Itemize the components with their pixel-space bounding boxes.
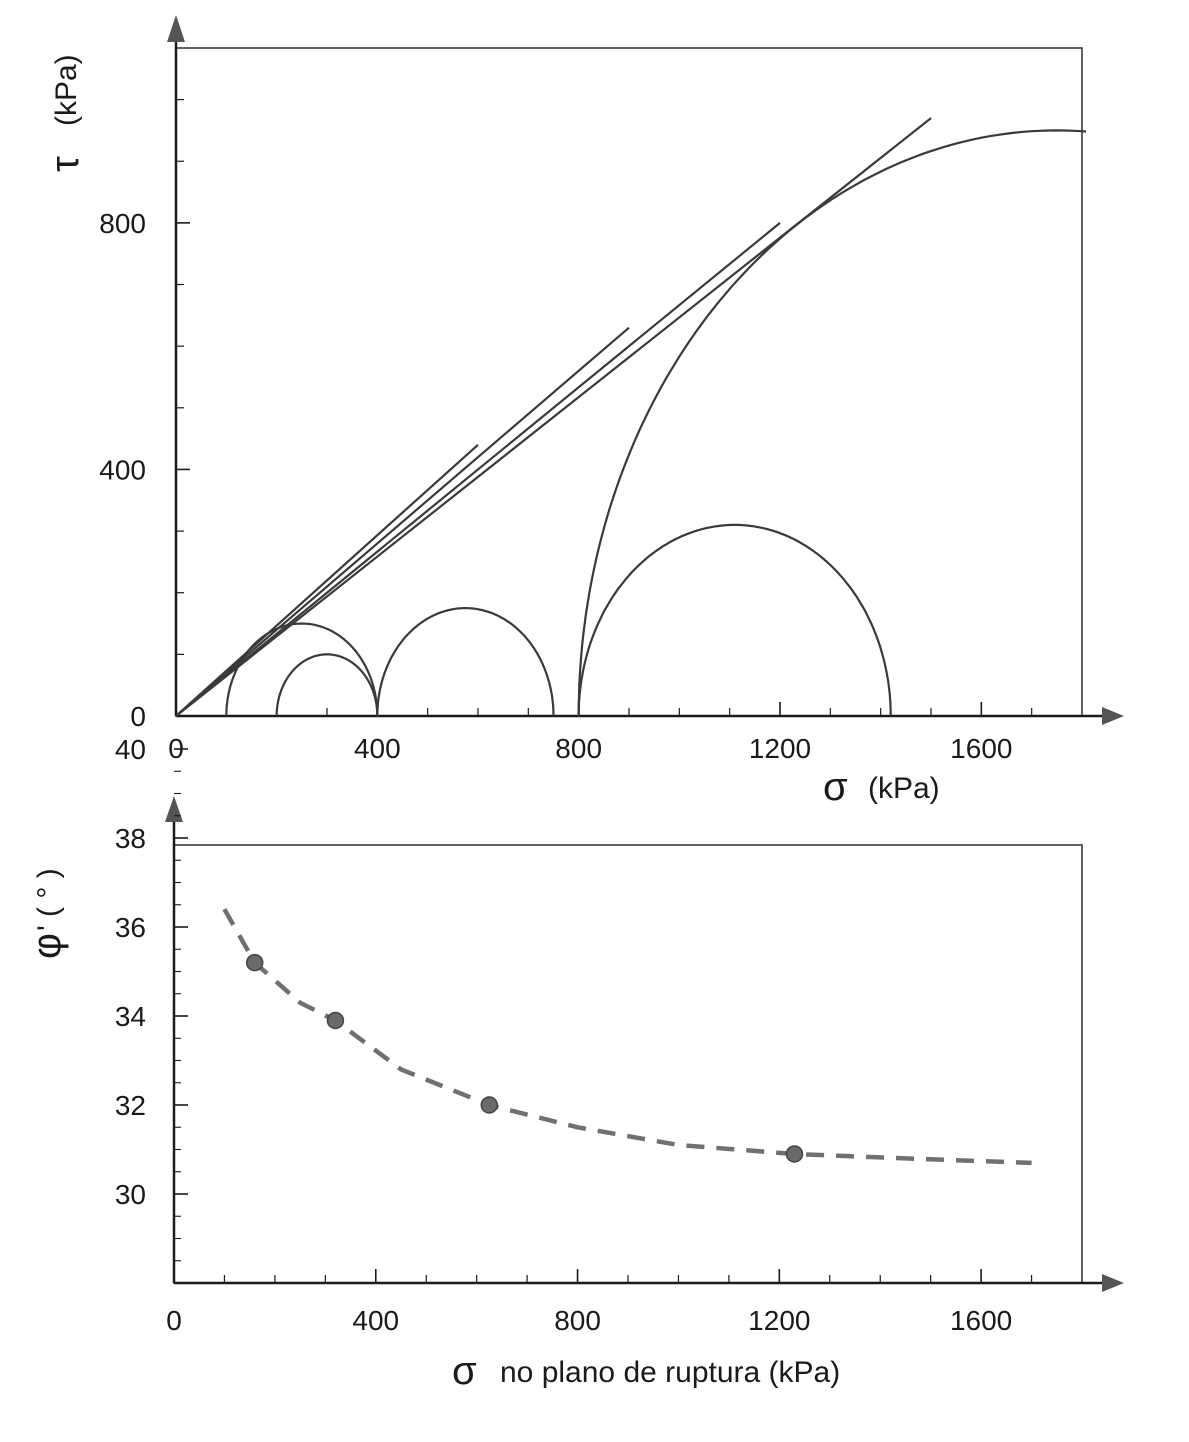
x-axis-title-bottom: no plano de ruptura (kPa) <box>500 1356 840 1389</box>
mohr-circle <box>275 653 379 716</box>
mohr-circle <box>577 129 1086 716</box>
minor-ticks-bottom <box>174 770 1033 1283</box>
failure-envelope-line <box>175 326 630 717</box>
y-axis-arrow-top <box>167 15 185 42</box>
failure-envelope-line <box>175 222 781 717</box>
x-axis-title-top: (kPa) <box>868 772 940 805</box>
y-tick-label: 0 <box>130 701 146 732</box>
x-tick-label: 400 <box>352 1305 399 1336</box>
y-tick-label: 36 <box>115 912 146 943</box>
y-tick-label: 400 <box>99 454 146 485</box>
y-tick-label: 38 <box>115 823 146 854</box>
x-tick-label: 1200 <box>748 1305 810 1336</box>
y-tick-label: 40 <box>115 734 146 765</box>
data-point <box>480 1096 499 1114</box>
plot-frame-top <box>175 47 1083 717</box>
y-tick-label: 800 <box>99 208 146 239</box>
x-tick-label: 800 <box>555 733 602 764</box>
y-axis-title-top: (kPa) <box>50 54 83 126</box>
x-tick-label: 1600 <box>950 733 1012 764</box>
x-tick-label: 1600 <box>950 1305 1012 1336</box>
y-axis-symbol-top: τ <box>43 156 87 172</box>
y-axis-title-bottom: ' ( ° ) <box>32 868 65 931</box>
x-axis-arrow-top <box>1102 707 1124 725</box>
x-tick-label: 0 <box>166 1305 182 1336</box>
dashed-trend-line <box>222 908 1032 1166</box>
x-axis-arrow-bottom <box>1102 1274 1124 1292</box>
x-tick-label: 400 <box>354 733 401 764</box>
trend-line <box>222 908 1032 1166</box>
x-tick-label: 800 <box>554 1305 601 1336</box>
x-axis-symbol-top: σ <box>823 765 848 809</box>
data-point <box>785 1145 804 1163</box>
y-tick-labels-top: 0 400 800 <box>99 208 190 732</box>
friction-angle-chart: 0 400 800 1200 1600 30 32 34 36 38 40 σ no plano … <box>25 734 1124 1393</box>
x-axis-symbol-bottom: σ <box>452 1349 477 1393</box>
data-points <box>245 953 804 1163</box>
failure-envelope-line <box>175 443 479 717</box>
y-axis-symbol-bottom: φ <box>25 933 69 959</box>
x-tick-labels-bottom: 0 400 800 1200 1600 <box>166 1269 1012 1336</box>
y-tick-label: 32 <box>115 1090 146 1121</box>
minor-ticks-top <box>176 98 1033 716</box>
mohr-circles <box>225 129 1086 716</box>
y-tick-labels-bottom: 30 32 34 36 38 40 <box>115 734 188 1210</box>
y-tick-label: 30 <box>115 1179 146 1210</box>
mohr-circle <box>577 523 892 716</box>
x-tick-label: 1200 <box>749 733 811 764</box>
plot-frame-bottom <box>173 844 1083 1284</box>
mohr-circle-chart: 0 400 800 1200 1600 0 400 800 σ (kPa) τ (kPa) <box>43 15 1124 809</box>
mohr-circle <box>376 607 555 716</box>
x-tick-labels-top: 0 400 800 1200 1600 <box>168 702 1012 764</box>
data-point <box>326 1011 345 1030</box>
mohr-circle <box>225 622 379 716</box>
y-tick-label: 34 <box>115 1001 146 1032</box>
y-axis-arrow-bottom <box>165 796 183 822</box>
data-point <box>245 953 264 972</box>
